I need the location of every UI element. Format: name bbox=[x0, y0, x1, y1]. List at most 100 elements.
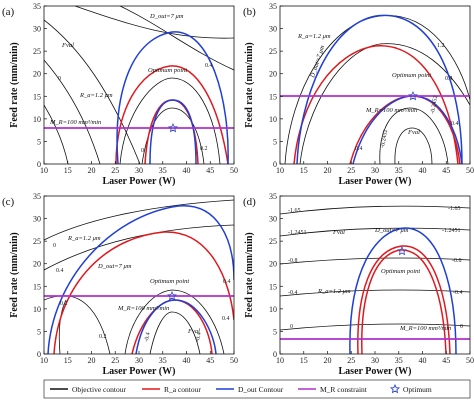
y-tick-label: 15 bbox=[33, 282, 41, 291]
objective-contour bbox=[74, 6, 234, 39]
x-tick-label: 40 bbox=[419, 166, 427, 175]
objective-contour bbox=[280, 205, 470, 215]
panel-b-plot-area: R_a=1.2 μm D_out=7 μm Optimum point M_R=… bbox=[280, 14, 470, 164]
y-tick-label: 35 bbox=[269, 192, 277, 201]
legend-label: D_out Contour bbox=[238, 385, 284, 394]
x-tick-label: 40 bbox=[183, 166, 191, 175]
legend-star bbox=[389, 383, 401, 394]
panel-b-optimum-star bbox=[408, 91, 418, 101]
panel-d-contour-label: -1.2451 bbox=[288, 230, 307, 236]
legend-label: R_a contour bbox=[164, 385, 201, 394]
x-tick-label: 50 bbox=[230, 356, 238, 365]
panel-c-contour-label: -0.4 bbox=[144, 332, 152, 342]
y-tick-label: 30 bbox=[33, 215, 41, 224]
panel-c-contour-label: 0.4 bbox=[222, 316, 230, 322]
x-tick-label: 45 bbox=[206, 356, 214, 365]
x-tick-label: 10 bbox=[40, 356, 48, 365]
x-tick-label: 40 bbox=[419, 356, 427, 365]
panel-d-dout-contours bbox=[349, 227, 457, 354]
y-tick-label: 25 bbox=[269, 237, 277, 246]
panel-a-optimum-star bbox=[168, 123, 178, 133]
panel-a-contour-label: 0 bbox=[58, 76, 61, 82]
panel-d-optimum-star bbox=[397, 246, 407, 256]
panel-d-annotation: R_a=1.2 μm bbox=[317, 288, 351, 295]
y-tick-label: 35 bbox=[269, 2, 277, 11]
panel-d-annotation: Fval bbox=[332, 229, 345, 236]
panel-b-axes: 10 15 20 25 30 35 40 45 50 0 5 10 15 20 25 30 35 bbox=[269, 2, 474, 175]
panel-a-plot-area: Fval D_out=7 μm R_a=1.2 μm Optimum point… bbox=[44, 6, 234, 164]
objective-contour bbox=[280, 289, 470, 297]
panel-a-annotation: M_R=100 mm³/min bbox=[49, 119, 101, 126]
panel-c-optimum-star bbox=[167, 291, 177, 301]
ra-contour bbox=[115, 65, 229, 164]
panel-c-contour-label: 0 bbox=[53, 243, 56, 249]
x-tick-label: 15 bbox=[64, 356, 72, 365]
panel-c-ylabel: Feed rate (mm/min) bbox=[9, 232, 20, 318]
panel-d-contour-label: -0.8 bbox=[288, 258, 298, 264]
x-tick-label: 20 bbox=[324, 356, 332, 365]
y-tick-label: 15 bbox=[33, 92, 41, 101]
y-tick-label: 10 bbox=[269, 115, 277, 124]
y-tick-label: 20 bbox=[269, 70, 277, 79]
panel-c-annotation: D_out=7 μm bbox=[97, 263, 132, 270]
y-tick-label: 5 bbox=[37, 137, 41, 146]
objective-contour bbox=[44, 104, 69, 164]
y-tick-label: 30 bbox=[33, 25, 41, 34]
y-tick-label: 5 bbox=[37, 327, 41, 336]
panel-a-annotation: R_a=1.2 μm bbox=[79, 92, 113, 99]
panel-b-annotation: R_a=1.2 μm bbox=[297, 33, 331, 40]
panel-a-label: (a) bbox=[2, 6, 15, 18]
x-tick-label: 45 bbox=[442, 356, 450, 365]
panel-d-axes: 10 15 20 25 30 35 40 45 50 0 5 10 15 20 25 30 35 bbox=[269, 192, 474, 365]
x-tick-label: 35 bbox=[395, 166, 403, 175]
panel-c-plot-area: R_a=1.2 μm D_out=7 μm Optimum point M_R=… bbox=[44, 199, 234, 354]
x-tick-label: 35 bbox=[395, 356, 403, 365]
panel-a-contour-label: 0 bbox=[141, 148, 144, 154]
y-tick-label: 10 bbox=[33, 115, 41, 124]
dout-contour bbox=[296, 14, 463, 164]
objective-contour bbox=[119, 77, 221, 164]
panel-c-contour-label: 0.2 bbox=[99, 334, 107, 340]
x-tick-label: 25 bbox=[111, 166, 119, 175]
objective-contour bbox=[44, 224, 234, 271]
panel-b: R_a=1.2 μm D_out=7 μm Optimum point M_R=… bbox=[243, 2, 474, 187]
panel-d-xlabel: Laser Power (W) bbox=[339, 366, 412, 377]
panel-a-annotation: Fval bbox=[61, 42, 74, 49]
panel-d-contour-label: -1.65 bbox=[448, 206, 461, 212]
panel-b-annotation: Optimum point bbox=[392, 72, 431, 79]
dout-contour bbox=[149, 99, 197, 164]
panel-a-xlabel: Laser Power (W) bbox=[103, 176, 176, 187]
y-tick-label: 20 bbox=[33, 260, 41, 269]
y-tick-label: 35 bbox=[33, 2, 41, 11]
x-tick-label: 25 bbox=[347, 166, 355, 175]
panel-d-annotation: M_R=100 mm³/min bbox=[399, 325, 451, 332]
objective-contour bbox=[119, 6, 234, 71]
y-tick-label: 15 bbox=[269, 282, 277, 291]
legend: Objective contour R_a contour D_out Cont… bbox=[43, 379, 471, 399]
ra-contour bbox=[293, 45, 459, 164]
panel-b-contour-label: 0.4 bbox=[445, 76, 453, 82]
y-tick-label: 35 bbox=[33, 192, 41, 201]
panel-b-contour-label: 0.4 bbox=[355, 146, 363, 152]
x-tick-label: 10 bbox=[40, 166, 48, 175]
y-tick-label: 30 bbox=[269, 25, 277, 34]
panel-b-annotation: Fval bbox=[407, 129, 420, 136]
panel-d-annotation: Optimum point bbox=[381, 268, 420, 275]
x-tick-label: 10 bbox=[276, 166, 284, 175]
x-tick-label: 50 bbox=[466, 166, 474, 175]
panel-c-contour-label: 0.4 bbox=[56, 268, 64, 274]
panel-d-contour-label: 0 bbox=[290, 324, 293, 330]
x-tick-label: 20 bbox=[88, 166, 96, 175]
legend-label: Objective contour bbox=[72, 385, 126, 394]
panel-c-annotation: Fval bbox=[187, 328, 200, 335]
x-tick-label: 30 bbox=[135, 356, 143, 365]
y-tick-label: 0 bbox=[37, 160, 41, 169]
ra-contour bbox=[144, 99, 199, 164]
objective-contour bbox=[280, 323, 470, 331]
legend-item-objective: Objective contour bbox=[50, 385, 126, 394]
panel-d-plot-area: Fval D_out=7 μm Optimum point R_a=1.2 μm… bbox=[280, 205, 470, 354]
panel-b-xlabel: Laser Power (W) bbox=[339, 176, 412, 187]
x-tick-label: 15 bbox=[300, 166, 308, 175]
panel-c-contour-label: 0.4 bbox=[223, 279, 231, 285]
objective-contour bbox=[379, 107, 449, 164]
